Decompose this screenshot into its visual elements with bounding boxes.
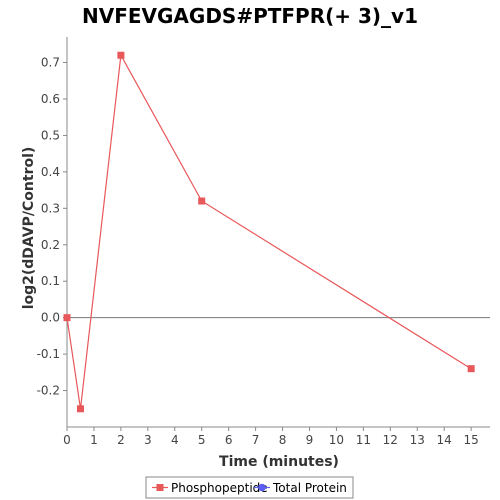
x-tick-label: 0 — [63, 433, 71, 447]
x-axis: 0 1 2 3 4 5 6 7 8 9 10 11 12 13 14 15 — [63, 427, 479, 447]
x-tick-label: 5 — [198, 433, 206, 447]
x-tick-label: 2 — [117, 433, 125, 447]
legend-marker — [258, 483, 266, 492]
data-point — [117, 51, 125, 59]
y-tick-label: 0.7 — [41, 56, 60, 70]
data-point — [467, 365, 475, 373]
chart-title: NVFEVGAGDS#PTFPR(+ 3)_v1 — [82, 4, 418, 28]
legend-marker — [156, 484, 164, 491]
y-tick-label: 0.0 — [41, 311, 60, 325]
x-axis-label: Time (minutes) — [219, 454, 339, 470]
x-tick-label: 13 — [410, 433, 425, 447]
data-point — [63, 314, 71, 322]
x-tick-label: 14 — [437, 433, 452, 447]
y-tick-label: 0.2 — [41, 238, 60, 252]
legend-label: Phosphopeptide — [171, 481, 268, 495]
legend: Phosphopeptide Total Protein — [145, 476, 354, 499]
data-point — [76, 405, 84, 413]
x-tick-label: 10 — [329, 433, 344, 447]
x-tick-label: 11 — [356, 433, 371, 447]
y-axis-label: log2(dDAVP/Control) — [21, 147, 37, 310]
x-tick-label: 6 — [225, 433, 233, 447]
x-tick-label: 15 — [463, 433, 478, 447]
y-tick-label: 0.5 — [41, 128, 60, 142]
y-tick-label: 0.3 — [41, 201, 60, 215]
plot-background — [67, 37, 490, 427]
x-tick-label: 7 — [252, 433, 260, 447]
legend-box — [145, 476, 354, 499]
y-tick-label: 0.6 — [41, 92, 60, 106]
series-layer — [63, 51, 475, 413]
plot-area — [66, 37, 490, 428]
x-tick-label: 4 — [171, 433, 179, 447]
x-tick-label: 3 — [144, 433, 152, 447]
y-tick-label: -0.1 — [37, 347, 60, 361]
data-point — [198, 197, 206, 205]
x-tick-label: 8 — [279, 433, 287, 447]
y-tick-label: 0.4 — [41, 165, 60, 179]
legend-label: Total Protein — [272, 481, 347, 495]
x-tick-label: 12 — [383, 433, 398, 447]
x-tick-label: 9 — [306, 433, 314, 447]
x-tick-label: 1 — [90, 433, 98, 447]
y-axis: -0.2 -0.1 0.0 0.1 0.2 0.3 0.4 0.5 0.6 0.7 — [37, 56, 67, 398]
y-tick-label: 0.1 — [41, 274, 60, 288]
y-tick-label: -0.2 — [37, 384, 60, 398]
